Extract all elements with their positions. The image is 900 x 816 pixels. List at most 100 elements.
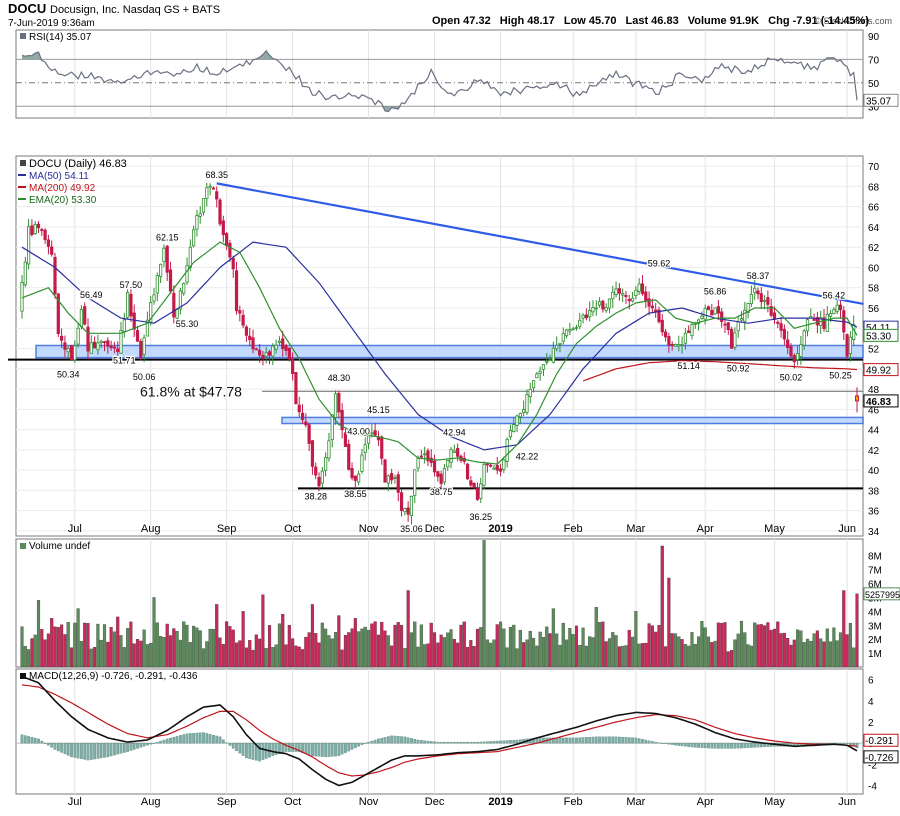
macd-histogram-bar <box>103 743 106 758</box>
candle-body <box>442 468 447 483</box>
macd-histogram-bar <box>383 737 387 744</box>
volume-bar <box>680 639 684 668</box>
macd-histogram-bar <box>221 739 225 744</box>
volume-bar <box>611 632 615 668</box>
candle-body <box>416 458 420 469</box>
candle-body <box>426 450 430 462</box>
rsi-y-tick: 90 <box>868 32 880 43</box>
candle-body <box>360 454 364 472</box>
candle-body <box>234 270 239 312</box>
candle-body <box>182 283 186 294</box>
fib-label: 61.8% at $47.78 <box>140 383 242 399</box>
x-tick-label: Feb <box>564 523 583 535</box>
macd-histogram-bar <box>231 743 235 749</box>
volume-bar <box>343 634 347 668</box>
macd-histogram-bar <box>278 743 281 754</box>
volume-bar <box>703 627 707 668</box>
volume-bar <box>855 593 859 668</box>
macd-histogram-bar <box>743 743 747 749</box>
macd-histogram-bar <box>47 743 50 746</box>
volume-bar <box>829 641 833 668</box>
price-last-value: 54.11 <box>866 323 891 334</box>
ma-line <box>582 360 858 382</box>
candle-body <box>175 309 179 319</box>
volume-y-tick: 3M <box>868 621 882 632</box>
macd-histogram-bar <box>594 736 598 744</box>
volume-bar <box>149 643 153 668</box>
macd-histogram-bar <box>93 743 96 760</box>
volume-y-tick: 7M <box>868 566 882 577</box>
volume-bar <box>281 613 285 668</box>
candle-body <box>845 334 849 357</box>
symbol: DOCU <box>8 1 46 16</box>
volume-bar <box>287 624 291 668</box>
volume-bar <box>152 597 156 668</box>
quote-low: Low 45.70 <box>564 15 617 27</box>
candle-body <box>795 353 800 360</box>
candle-body <box>762 300 767 302</box>
macd-histogram-bar <box>495 740 499 744</box>
volume-bar <box>175 631 179 668</box>
volume-bar <box>76 608 80 668</box>
macd-histogram-bar <box>390 735 393 744</box>
volume-bar <box>109 627 113 668</box>
candle-body <box>713 307 717 315</box>
price-y-tick: 46 <box>868 405 880 416</box>
volume-bar <box>350 628 354 668</box>
candle-body <box>413 469 417 496</box>
volume-bar <box>238 640 242 668</box>
macd-histogram-bar <box>690 743 694 748</box>
volume-bar <box>746 644 750 668</box>
rsi-legend: RSI(14) 35.07 <box>20 32 92 43</box>
macd-histogram-bar <box>122 743 126 753</box>
candle-body <box>482 463 486 486</box>
macd-histogram-bar <box>185 733 189 744</box>
candle-body <box>327 440 331 459</box>
macd-histogram-bar <box>423 740 426 744</box>
price-annotation: 42.94 <box>443 427 466 437</box>
macd-histogram-bar <box>591 736 595 744</box>
macd-histogram-bar <box>618 736 621 744</box>
macd-histogram-bar <box>248 743 252 759</box>
macd-histogram-bar <box>126 743 129 752</box>
macd-histogram-bar <box>353 743 357 749</box>
macd-histogram-bar <box>76 743 80 759</box>
candle-body <box>390 473 394 481</box>
macd-histogram-bar <box>119 743 123 754</box>
volume-bar <box>617 646 621 668</box>
price-annotation: 50.34 <box>57 369 80 379</box>
candle-body <box>129 293 133 317</box>
candle-body <box>165 245 169 273</box>
macd-histogram-bar <box>330 743 334 757</box>
candle-body <box>69 345 74 360</box>
macd-histogram-bar <box>693 743 697 748</box>
price-annotation: 50.25 <box>829 370 852 380</box>
candle-body <box>703 308 707 320</box>
macd-histogram-bar <box>271 743 275 757</box>
candle-body <box>673 344 678 347</box>
macd-histogram-bar <box>66 743 70 756</box>
candle-body <box>139 340 143 358</box>
x-tick-label: Nov <box>359 796 379 808</box>
macd-histogram-bar <box>604 736 608 744</box>
volume-bar <box>687 645 691 668</box>
x-tick-label: Oct <box>284 796 301 808</box>
volume-bar <box>528 630 532 668</box>
volume-bar <box>551 608 555 668</box>
macd-histogram-bar <box>489 741 493 744</box>
volume-bar <box>644 642 648 668</box>
macd-histogram-bar <box>746 743 750 748</box>
candle-body <box>248 335 252 341</box>
macd-histogram-bar <box>710 743 714 749</box>
price-annotation: 45.15 <box>367 405 390 415</box>
candle-body <box>73 345 77 361</box>
candle-body <box>667 336 671 346</box>
macd-histogram-bar <box>740 743 743 749</box>
volume-bar <box>357 631 361 668</box>
price-last-value: 49.92 <box>866 366 891 377</box>
price-y-tick: 40 <box>868 466 880 477</box>
candle-body <box>815 317 819 326</box>
macd-histogram-bar <box>654 741 658 744</box>
